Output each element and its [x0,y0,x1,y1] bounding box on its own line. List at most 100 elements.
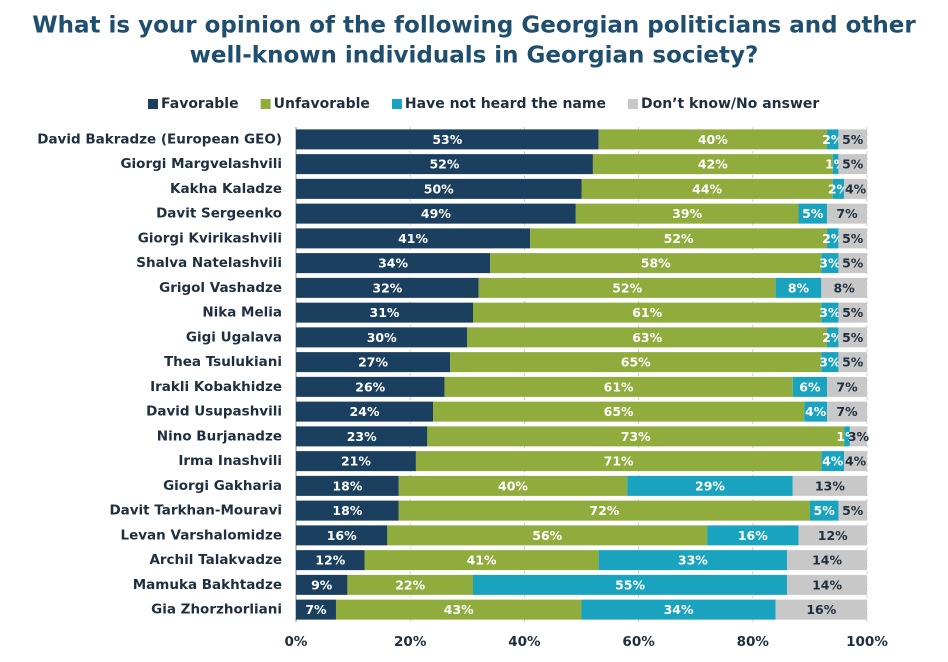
bar-segment [296,302,474,323]
bar-segment [296,550,365,571]
value-label: 8% [788,280,810,295]
value-label: 26% [355,379,385,394]
bar-segment [827,327,839,348]
bar-segment [838,352,867,373]
value-label: 56% [532,528,562,543]
value-label: 8% [834,280,856,295]
value-label: 4% [845,181,867,196]
legend-swatch [627,99,638,109]
bar-segment [827,203,867,224]
value-label: 3% [819,256,841,271]
value-label: 12% [315,553,345,568]
value-label: 21% [341,454,371,469]
bar-segment [821,451,845,472]
bar-segment [821,302,839,323]
value-label: 53% [432,132,462,147]
value-label: 41% [467,553,497,568]
legend-swatch [148,99,158,109]
category-label: Nino Burjanadze [157,428,282,444]
bar-segment [296,129,599,150]
value-label: 33% [678,553,708,568]
bar-segment [296,599,336,620]
bar-segment [575,203,799,224]
value-label: 29% [695,478,725,493]
value-label: 3% [819,305,841,320]
value-label: 41% [398,231,428,246]
bar-segment [296,154,593,175]
bar-segment [827,401,867,422]
value-label: 5% [842,503,864,518]
x-tick-label: 0% [285,634,308,650]
bar-segment [838,500,867,521]
value-label: 5% [814,503,836,518]
value-label: 18% [332,503,362,518]
category-label: Shalva Natelashvili [136,255,282,271]
value-label: 5% [842,305,864,320]
bar-segment [838,129,867,150]
value-label: 7% [836,379,858,394]
value-label: 49% [421,206,451,221]
value-label: 61% [632,305,662,320]
category-label: Kakha Kaladze [170,181,282,197]
value-label: 5% [842,132,864,147]
legend-label: Have not heard the name [405,96,606,112]
bar-segment [821,253,839,274]
bar-segment [473,302,822,323]
value-label: 5% [842,330,864,345]
category-label: Irakli Kobakhidze [150,379,282,395]
value-label: 14% [812,553,842,568]
bar-segment [827,129,839,150]
value-label: 52% [612,280,642,295]
value-label: 3% [848,429,870,444]
value-label: 23% [347,429,377,444]
bar-segment [844,451,867,472]
bar-segment [798,203,828,224]
value-label: 31% [370,305,400,320]
category-label: Thea Tsulukiani [164,354,282,370]
legend-swatch [391,99,402,109]
bar-segment [844,426,850,447]
value-label: 7% [836,404,858,419]
bar-segment [296,574,348,595]
value-label: 65% [621,355,651,370]
value-label: 16% [327,528,357,543]
value-label: 9% [311,577,333,592]
bar-segment [598,550,788,571]
bar-segment [478,277,776,298]
value-label: 14% [812,577,842,592]
category-label: Grigol Vashadze [159,280,282,296]
value-label: 72% [589,503,619,518]
value-label: 4% [805,404,827,419]
bar-segment [530,228,828,249]
value-label: 5% [842,355,864,370]
bar-segment [296,178,582,199]
chart-title: What is your opinion of the following Ge… [32,13,916,39]
category-label: Giorgi Gakharia [163,478,282,494]
value-label: 2% [822,132,844,147]
value-label: 5% [842,256,864,271]
bar-segment [296,475,399,496]
bar-segment [473,574,788,595]
bar-segment [427,426,845,447]
value-label: 30% [367,330,397,345]
value-label: 52% [664,231,694,246]
bar-segment [296,228,531,249]
value-label: 22% [395,577,425,592]
value-label: 43% [444,602,474,617]
value-label: 16% [806,602,836,617]
bar-segment [398,500,810,521]
category-label: Giorgi Kvirikashvili [138,230,282,246]
value-label: 34% [378,256,408,271]
value-label: 18% [332,478,362,493]
x-tick-label: 60% [622,634,655,650]
value-label: 58% [641,256,671,271]
bar-segment [296,327,468,348]
bar-segment [490,253,822,274]
bar-segment [838,154,867,175]
bar-segment [792,376,828,397]
bar-segment [296,203,576,224]
bar-segment [296,352,451,373]
value-label: 4% [822,454,844,469]
value-label: 2% [822,231,844,246]
category-label: Giorgi Margvelashvili [120,156,282,172]
